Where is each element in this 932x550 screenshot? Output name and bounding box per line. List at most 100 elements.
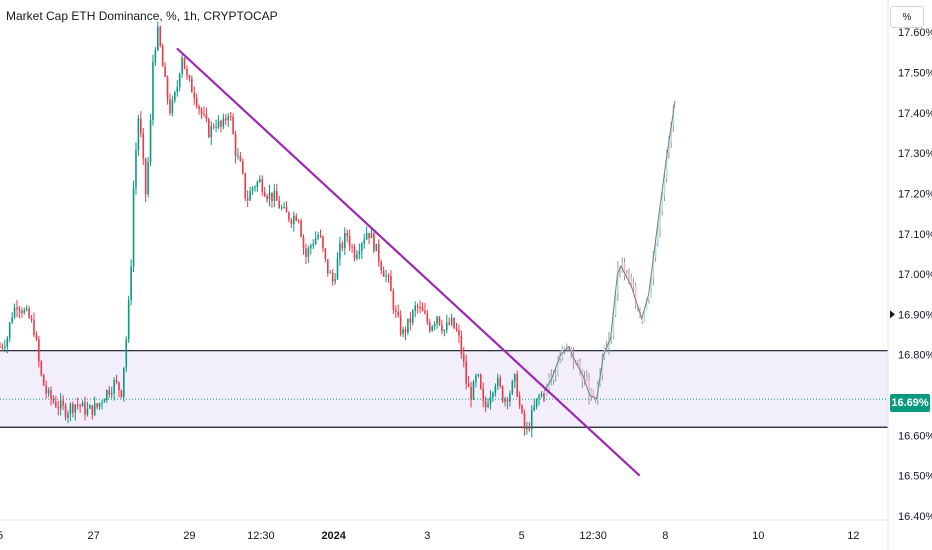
projected-candle-body xyxy=(625,273,628,277)
projected-candle-body xyxy=(563,347,566,349)
candle-body xyxy=(113,379,115,394)
candle-body xyxy=(297,220,300,222)
candle-body xyxy=(42,374,45,386)
x-tick-label: 27 xyxy=(88,530,100,542)
candle-body xyxy=(106,390,108,400)
candle-body xyxy=(132,187,135,267)
projected-candle-body xyxy=(670,124,672,142)
candle-body xyxy=(538,396,540,399)
y-tick-label: 17.20% xyxy=(898,188,932,200)
unit-toggle-button[interactable]: % xyxy=(890,6,924,28)
projected-candle-body xyxy=(641,317,644,323)
candle-body xyxy=(161,45,164,67)
descending-trendline xyxy=(176,47,641,477)
candle-body xyxy=(326,259,329,274)
candle-body xyxy=(140,118,142,134)
candle-body xyxy=(191,78,193,93)
current-price-label: 16.69% xyxy=(890,394,930,412)
candle-body xyxy=(448,322,451,325)
projected-candle-body xyxy=(623,262,626,277)
projected-candle-body xyxy=(672,109,675,125)
candle-body xyxy=(227,116,230,121)
projected-candle-body xyxy=(612,315,615,337)
candle-body xyxy=(353,247,356,259)
projected-candle-body xyxy=(643,309,646,323)
x-tick-label: 3 xyxy=(424,530,430,542)
candle-body xyxy=(40,361,43,375)
y-tick-label: 17.30% xyxy=(898,148,932,160)
candle-body xyxy=(283,206,285,208)
candle-body xyxy=(477,374,480,376)
candle-body xyxy=(176,87,179,93)
candle-body xyxy=(125,339,128,368)
candle-body xyxy=(79,404,81,407)
candle-body xyxy=(118,382,120,391)
y-tick-label: 16.90% xyxy=(898,309,932,321)
candle-body xyxy=(331,272,334,282)
candle-body xyxy=(329,272,332,274)
projected-candle-body xyxy=(579,361,581,370)
candle-body xyxy=(13,307,16,318)
candle-body xyxy=(365,233,368,240)
candle-body xyxy=(411,310,414,323)
projected-candle-body xyxy=(659,210,661,230)
candle-body xyxy=(256,182,259,188)
y-tick-label: 17.10% xyxy=(898,229,932,241)
candle-body xyxy=(462,354,465,362)
candle-body xyxy=(6,338,9,347)
candle-body xyxy=(288,212,290,220)
candle-body xyxy=(263,192,266,197)
projected-candle-body xyxy=(608,339,610,349)
projected-candle-body xyxy=(654,242,657,258)
candle-body xyxy=(341,243,344,249)
candle-body xyxy=(137,118,140,151)
candle-body xyxy=(47,389,50,394)
candle-body xyxy=(234,133,237,157)
candle-body xyxy=(530,410,533,430)
candle-body xyxy=(385,275,387,277)
candle-body xyxy=(506,398,509,402)
x-tick-label: 2024 xyxy=(321,530,346,542)
candle-body xyxy=(499,377,501,387)
projected-candle-body xyxy=(588,380,590,397)
x-tick-label: 12:30 xyxy=(579,530,607,542)
projected-candle-body xyxy=(570,346,573,355)
candle-body xyxy=(370,233,373,239)
chart-title: Market Cap ETH Dominance, %, 1h, CRYPTOC… xyxy=(6,9,278,23)
candle-body xyxy=(489,396,492,405)
candle-body xyxy=(157,26,159,51)
candle-body xyxy=(441,324,443,332)
candle-body xyxy=(35,334,38,340)
x-tick-label: 5 xyxy=(0,530,3,542)
projected-candle-body xyxy=(619,268,621,272)
candle-body xyxy=(178,73,181,88)
candle-body xyxy=(62,400,64,406)
candle-body xyxy=(30,317,33,320)
candle-body xyxy=(198,106,200,110)
candle-body xyxy=(171,100,174,114)
projected-candle-body xyxy=(663,178,666,196)
candle-body xyxy=(317,235,319,239)
candle-body xyxy=(271,192,273,202)
y-tick-label: 16.60% xyxy=(898,430,932,442)
candle-body xyxy=(81,402,84,407)
candle-body xyxy=(419,307,421,309)
candle-body xyxy=(445,322,448,330)
projected-candle-body xyxy=(559,356,561,359)
x-tick-label: 5 xyxy=(519,530,525,542)
x-tick-label: 8 xyxy=(662,530,668,542)
candle-body xyxy=(312,244,315,246)
candle-body xyxy=(246,198,249,201)
candle-body xyxy=(404,329,407,333)
candle-body xyxy=(193,92,196,98)
candle-body xyxy=(188,75,191,79)
candle-body xyxy=(521,405,523,413)
candle-body xyxy=(84,402,86,415)
candle-body xyxy=(387,275,390,277)
candle-body xyxy=(300,220,302,237)
projected-candle-body xyxy=(550,376,553,380)
candle-body xyxy=(310,245,312,249)
candle-body xyxy=(215,126,217,128)
candle-body xyxy=(511,381,514,394)
